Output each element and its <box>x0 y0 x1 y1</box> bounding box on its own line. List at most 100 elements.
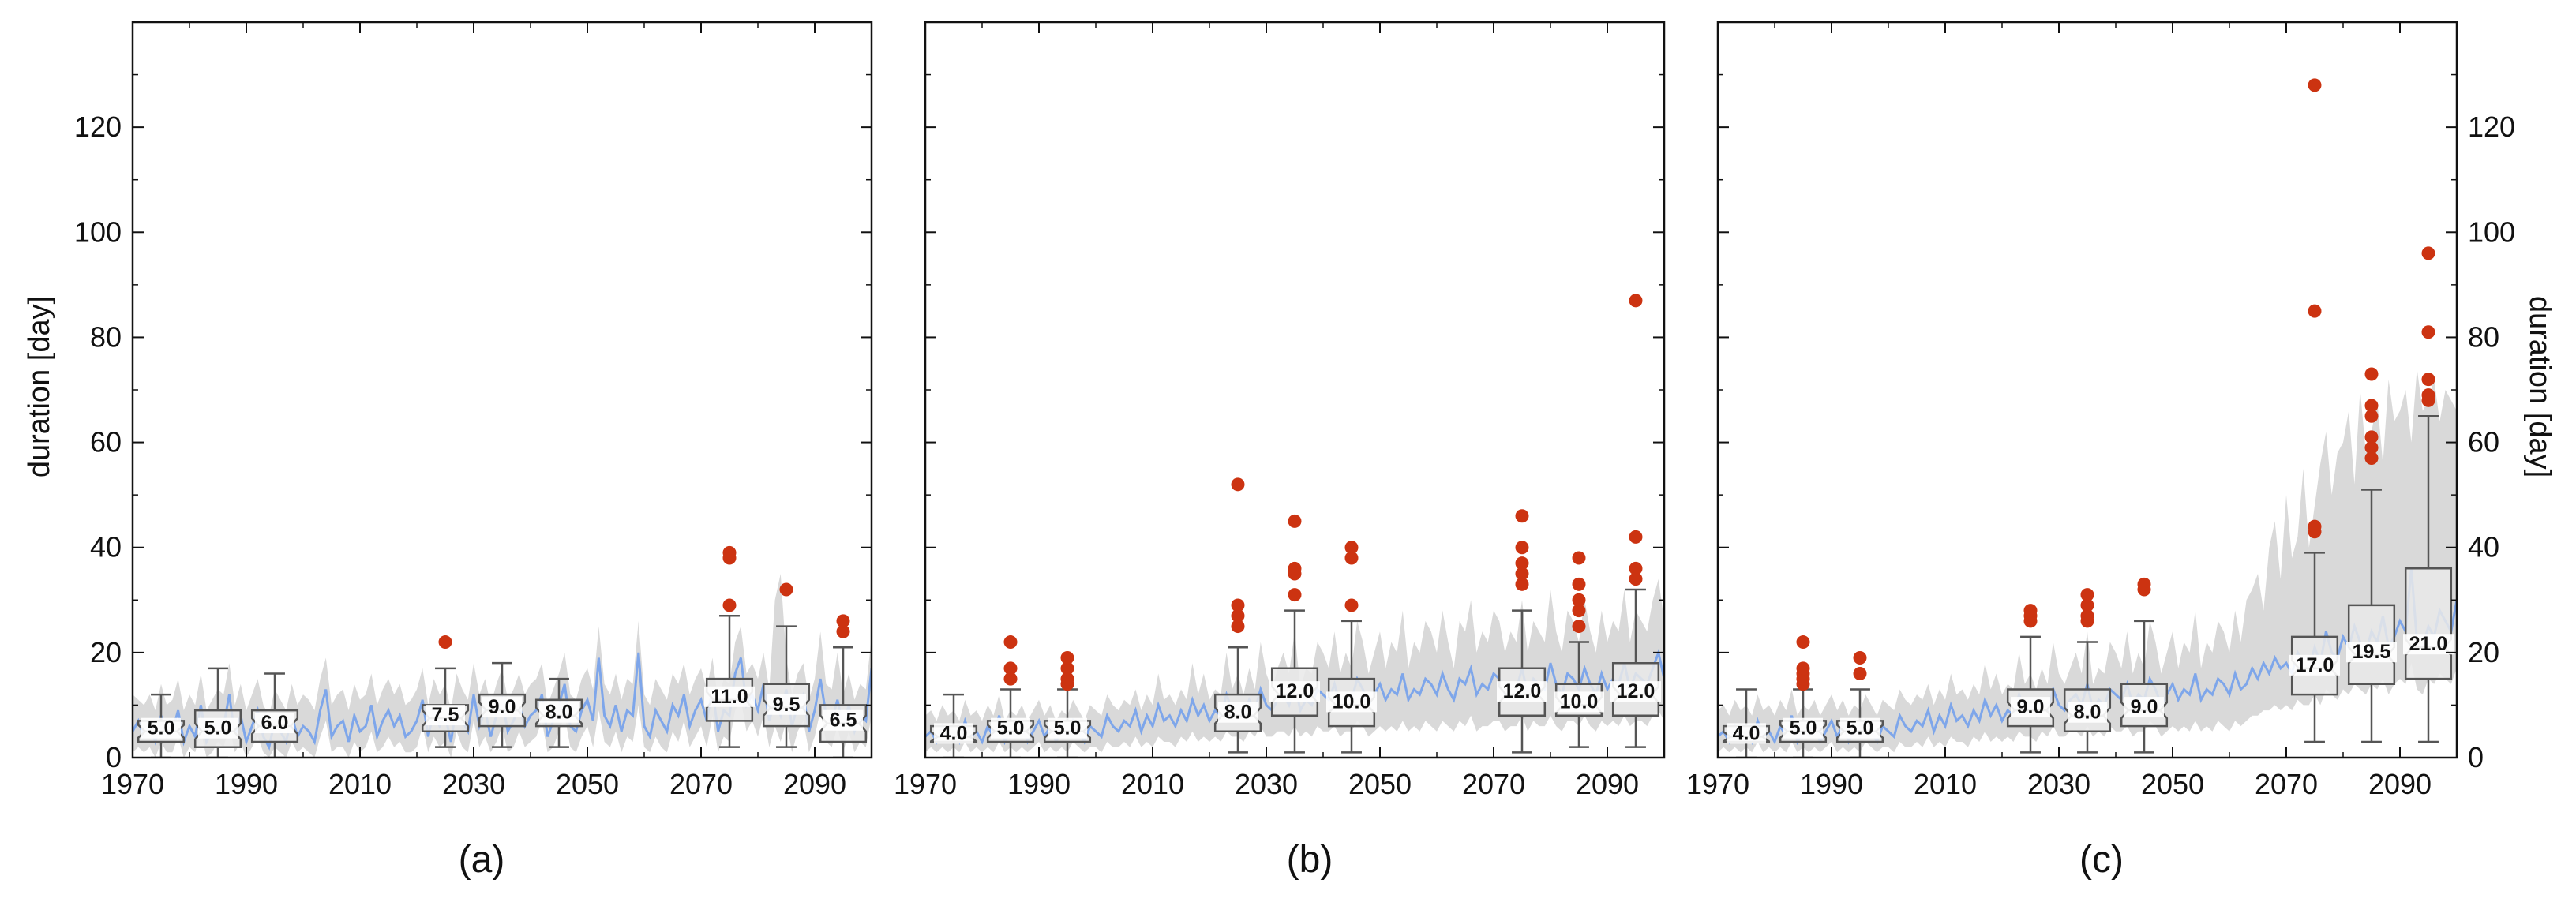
y-tick-label: 0 <box>2468 741 2484 773</box>
outlier-point <box>2080 598 2094 612</box>
median-label: 5.0 <box>1847 717 1874 739</box>
panel-label-b: (b) <box>1287 839 1333 881</box>
outlier-point <box>2308 519 2322 533</box>
box-8: 12.0 <box>1610 294 1661 748</box>
outlier-point <box>1853 666 1867 680</box>
panel-a: 5.0 5.0 6.0 7.5 9.0 8.0 11.0 9.5 6.5 0 20 40 60 80 100… <box>74 21 873 800</box>
median-label: 8.0 <box>2074 702 2102 724</box>
y-tick-label: 40 <box>90 531 122 563</box>
box-4: 8.0 <box>2063 588 2112 754</box>
box-4: 9.0 <box>478 661 527 748</box>
outlier-point <box>2308 78 2322 92</box>
box-7: 10.0 <box>1554 551 1604 748</box>
outlier-point <box>836 624 850 638</box>
y-tick-label: 80 <box>2468 320 2499 353</box>
box-3: 7.5 <box>421 635 470 748</box>
outlier-point <box>1231 598 1245 612</box>
outlier-point <box>1344 551 1359 565</box>
plot-area: 4.0 5.0 5.0 8.0 12.0 10.0 12.0 10.0 12.0 <box>925 294 1664 758</box>
median-label-bg <box>2124 697 2164 718</box>
median-label-bg <box>934 723 973 744</box>
median-label: 5.0 <box>148 717 175 739</box>
y-tick-label: 20 <box>2468 636 2499 668</box>
y-tick-label: 80 <box>90 320 122 353</box>
y-tick-label: 100 <box>2468 215 2515 248</box>
y-tick-label: 60 <box>2468 426 2499 459</box>
outlier-point <box>2364 367 2379 381</box>
x-tick-label: 2090 <box>783 768 846 800</box>
median-label-bg <box>141 717 181 739</box>
median-label-bg <box>482 697 522 718</box>
median-label: 5.0 <box>1054 717 1082 739</box>
box-2: 5.0 <box>1043 651 1092 758</box>
y-tick-label: 100 <box>74 215 122 248</box>
median-label: 12.0 <box>1503 680 1542 702</box>
outlier-point <box>1515 509 1529 523</box>
median-label: 9.5 <box>773 694 801 716</box>
x-tick-label: 2030 <box>442 768 505 800</box>
outlier-point <box>2364 451 2379 466</box>
outlier-point <box>2137 577 2151 591</box>
outlier-point <box>1060 661 1074 676</box>
outlier-point <box>438 635 452 650</box>
outlier-point <box>1629 561 1643 575</box>
outlier-point <box>2080 608 2094 623</box>
outlier-point <box>1060 672 1074 686</box>
y-tick-label: 20 <box>90 636 122 668</box>
median-label-bg <box>2068 702 2107 723</box>
box-5: 10.0 <box>1326 541 1377 754</box>
median-label-bg <box>2011 697 2050 718</box>
median-label-bg <box>1610 681 1661 702</box>
outlier-point <box>1344 598 1359 612</box>
x-tick-label: 2050 <box>2141 768 2204 800</box>
median-label: 4.0 <box>1733 722 1760 744</box>
outlier-point <box>1003 672 1018 686</box>
x-tick-label: 2050 <box>556 768 619 800</box>
outlier-point <box>1796 661 1810 676</box>
median-label-bg <box>426 705 465 726</box>
outlier-point <box>836 614 850 628</box>
y-tick-label: 60 <box>90 426 122 459</box>
outlier-point <box>1796 635 1810 650</box>
panel-c: 4.0 5.0 5.0 9.0 8.0 9.0 17.0 19.5 21.0 0 20 40 60 80 1… <box>1686 21 2515 800</box>
x-tick-label: 2010 <box>1121 768 1184 800</box>
box-2: 6.0 <box>250 672 299 758</box>
box-6: 17.0 <box>2289 78 2340 743</box>
outlier-point <box>2364 440 2379 455</box>
spread-band <box>1718 369 2457 753</box>
y-tick-label: 120 <box>2468 110 2515 143</box>
outlier-point <box>1629 530 1643 544</box>
median-label-bg <box>704 686 755 707</box>
outlier-point <box>1572 620 1586 634</box>
median-label: 8.0 <box>1224 702 1252 724</box>
outlier-point <box>2421 388 2435 402</box>
box-7: 19.5 <box>2346 367 2397 743</box>
median-label-bg <box>991 717 1030 739</box>
outlier-point <box>2421 325 2435 339</box>
panel-label-a: (a) <box>459 839 505 881</box>
median-label: 17.0 <box>2296 654 2334 676</box>
median-label: 7.5 <box>432 704 459 726</box>
median-label: 19.5 <box>2353 641 2391 663</box>
box-0: 4.0 <box>929 693 978 758</box>
x-tick-label: 2050 <box>1348 768 1412 800</box>
median-label-bg <box>1840 717 1880 739</box>
outlier-point <box>2421 246 2435 260</box>
x-tick-label: 2010 <box>328 768 392 800</box>
median-label: 10.0 <box>1560 691 1599 713</box>
outlier-point <box>1515 556 1529 571</box>
y-tick-label: 120 <box>74 110 122 143</box>
median-label: 9.0 <box>489 696 516 718</box>
median-label-bg <box>2403 634 2454 655</box>
outlier-point <box>1288 588 1302 602</box>
x-tick-label: 1970 <box>894 768 957 800</box>
median-label-bg <box>1727 723 1766 744</box>
outlier-point <box>722 598 737 612</box>
outlier-point <box>1515 567 1529 581</box>
median-label-bg <box>823 709 863 731</box>
outlier-point <box>1572 551 1586 565</box>
median-label-bg <box>1326 691 1377 713</box>
y-tick-label: 40 <box>2468 531 2499 563</box>
median-label: 6.5 <box>830 709 857 732</box>
median-label: 11.0 <box>711 686 748 708</box>
